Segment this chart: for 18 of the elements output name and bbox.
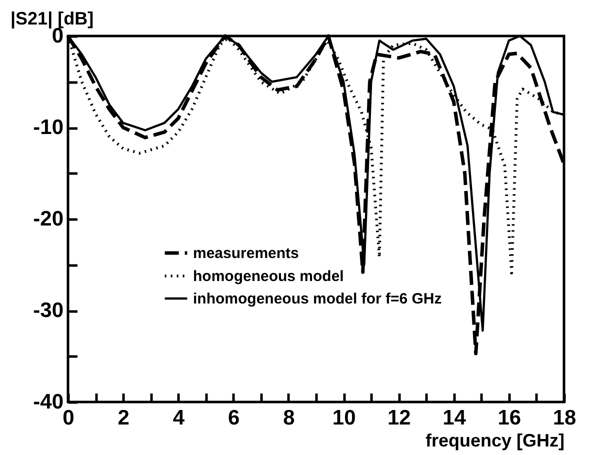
x-tick-label: 2 <box>118 406 130 430</box>
legend-label: inhomogeneous model for f=6 GHz <box>193 290 442 308</box>
y-tick-label: -10 <box>33 116 64 139</box>
x-tick-label: 18 <box>552 406 576 430</box>
y-axis-title: |S21| [dB] <box>10 8 94 28</box>
y-tick-label: -20 <box>33 208 64 230</box>
x-tick-label: 10 <box>332 406 356 430</box>
legend-label: measurements <box>193 245 299 262</box>
x-tick-label: 12 <box>387 406 411 430</box>
x-tick-label: 14 <box>442 406 466 430</box>
x-tick-label: 16 <box>498 406 522 430</box>
y-tick-label: -40 <box>33 390 64 414</box>
x-axis-title: frequency [GHz] <box>425 430 564 450</box>
x-tick-label: 8 <box>283 406 296 430</box>
x-tick-label: 4 <box>172 406 185 430</box>
x-tick-label: 6 <box>228 406 240 430</box>
y-tick-label: -30 <box>33 299 64 322</box>
legend-label: homogeneous model <box>193 268 344 285</box>
